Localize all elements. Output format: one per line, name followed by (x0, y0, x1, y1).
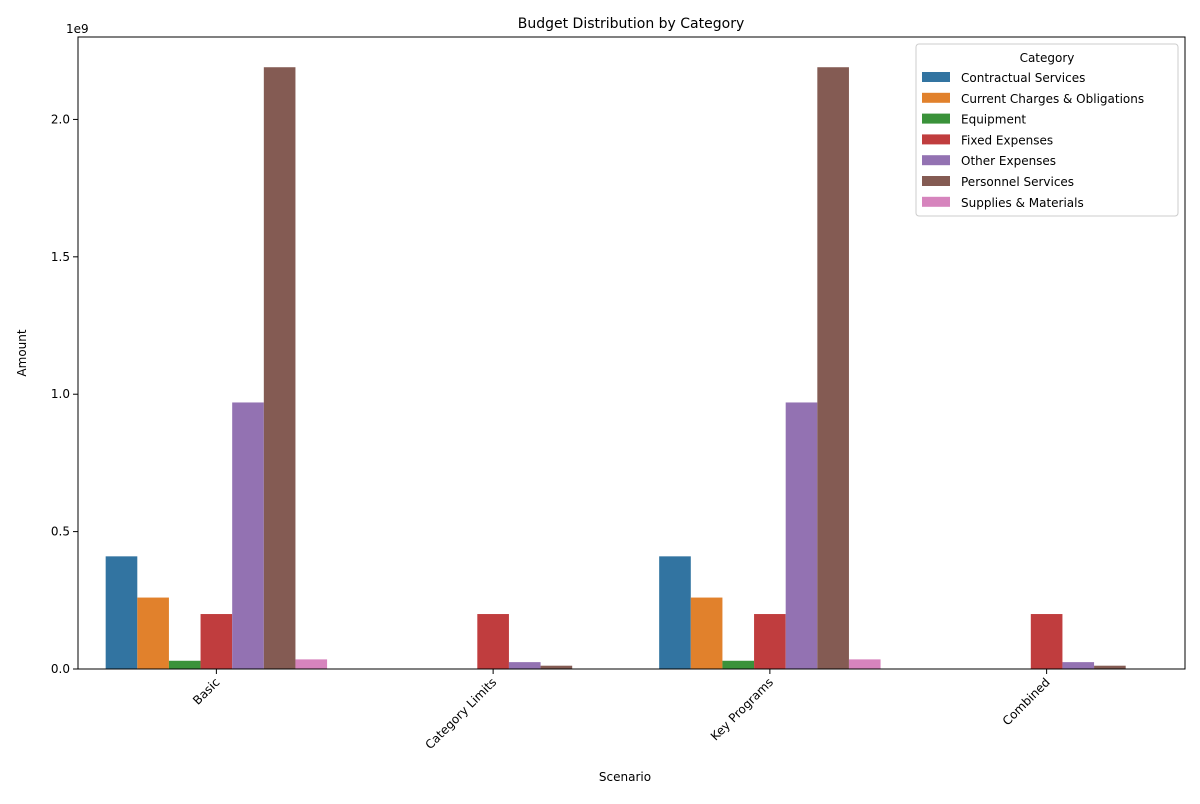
bar (754, 614, 786, 669)
y-tick-label: 2.0 (51, 112, 70, 126)
bar (1094, 665, 1126, 669)
bar (232, 402, 264, 669)
legend-label: Personnel Services (961, 175, 1074, 189)
bar (295, 659, 328, 669)
bar (137, 597, 169, 669)
bar (1030, 614, 1063, 669)
bar (263, 67, 296, 670)
legend-swatch (922, 92, 950, 103)
bar (508, 662, 541, 669)
legend-label: Equipment (961, 113, 1026, 127)
legend-title: Category (1020, 51, 1075, 65)
bar (168, 660, 201, 669)
y-axis-label: Amount (15, 329, 29, 376)
legend-label: Other Expenses (961, 154, 1056, 168)
chart-title: Budget Distribution by Category (518, 16, 745, 32)
y-tick-label: 0.5 (51, 525, 70, 539)
legend-swatch (922, 155, 950, 166)
bars-group (105, 67, 1126, 670)
bar (785, 402, 818, 669)
bar (477, 614, 509, 669)
bar (848, 659, 881, 669)
legend-swatch (922, 196, 950, 207)
bar (1062, 662, 1095, 669)
legend: Category Contractual Services Current Cha… (915, 43, 1179, 217)
y-tick-label: 0.0 (51, 662, 70, 676)
legend-label: Current Charges & Obligations (961, 92, 1144, 106)
bar (659, 556, 691, 669)
bar (722, 660, 755, 669)
x-axis-label: Scenario (599, 770, 651, 784)
legend-label: Contractual Services (961, 71, 1085, 85)
y-axis: 0.0 0.5 1.0 1.5 2.0 (51, 112, 78, 676)
legend-items: Contractual Services Current Charges & Ob… (922, 71, 1144, 210)
bar (690, 597, 723, 669)
bar (105, 556, 138, 669)
plot-frame (77, 36, 1186, 670)
legend-label: Supplies & Materials (961, 196, 1084, 210)
legend-swatch (922, 176, 950, 186)
bar (200, 614, 233, 669)
legend-swatch (922, 113, 950, 124)
legend-swatch (922, 72, 950, 82)
bar (540, 665, 573, 669)
legend-label: Fixed Expenses (961, 133, 1053, 147)
y-tick-label: 1.5 (51, 250, 70, 264)
y-tick-label: 1.0 (51, 387, 70, 401)
bar (817, 67, 849, 670)
y-offset-label: 1e9 (66, 22, 89, 36)
legend-box (915, 43, 1179, 217)
legend-swatch (922, 134, 950, 145)
